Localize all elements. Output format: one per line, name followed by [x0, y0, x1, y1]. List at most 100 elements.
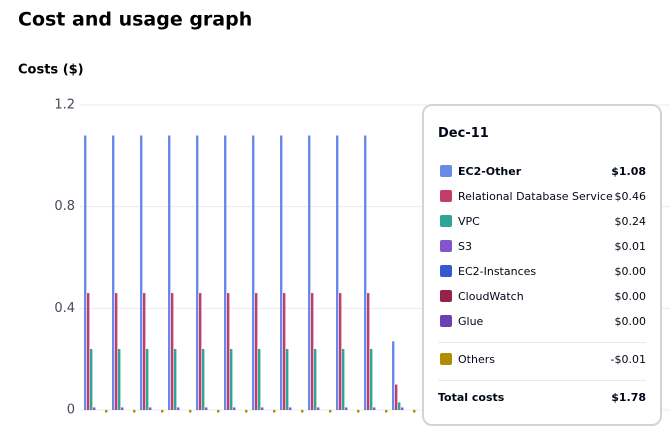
- bar: [345, 407, 348, 410]
- bar: [224, 135, 227, 410]
- bar: [168, 135, 171, 410]
- series-value: $0.00: [614, 265, 647, 278]
- tooltip-row: Relational Database Service $0.46: [438, 190, 646, 215]
- bar: [373, 407, 376, 410]
- bar: [149, 407, 152, 410]
- tooltip-row: EC2-Instances $0.00: [438, 265, 646, 290]
- bar: [196, 135, 199, 410]
- bar: [339, 293, 342, 410]
- series-value: $0.01: [614, 240, 647, 253]
- bar: [115, 293, 118, 410]
- bar: [370, 349, 373, 410]
- bar: [357, 410, 360, 413]
- bar: [143, 293, 146, 410]
- bar: [133, 410, 136, 413]
- series-value: $0.00: [614, 315, 647, 328]
- bar: [93, 407, 96, 410]
- series-name: EC2-Instances: [458, 265, 537, 278]
- swatch: [440, 165, 452, 177]
- total-value: $1.78: [611, 391, 646, 404]
- series-name: Glue: [458, 315, 484, 328]
- bar: [395, 384, 398, 410]
- bar: [84, 135, 87, 410]
- series-value: $1.08: [611, 165, 646, 178]
- bar: [317, 407, 320, 410]
- bar: [283, 293, 286, 410]
- bar: [261, 407, 264, 410]
- bar: [105, 410, 108, 413]
- total-label: Total costs: [438, 391, 505, 404]
- bar: [121, 407, 124, 410]
- swatch: [440, 353, 452, 365]
- series-name: Relational Database Service: [458, 190, 613, 203]
- series-name: S3: [458, 240, 472, 253]
- bar: [233, 407, 236, 410]
- bar: [199, 293, 202, 410]
- series-name: CloudWatch: [458, 290, 524, 303]
- bar: [398, 402, 401, 410]
- bar: [342, 349, 345, 410]
- bar: [286, 349, 289, 410]
- bar: [112, 135, 115, 410]
- chart-title: Cost and usage graph: [18, 9, 252, 31]
- bar: [252, 135, 255, 410]
- bar: [336, 135, 339, 410]
- bar: [392, 341, 395, 410]
- tooltip: Dec-11 EC2-Other $1.08 Relational Database …: [422, 104, 662, 426]
- bar: [413, 410, 416, 413]
- tooltip-row: Glue $0.00: [438, 315, 646, 340]
- bar: [255, 293, 258, 410]
- separator: [438, 380, 646, 381]
- bar: [90, 349, 93, 410]
- bar: [308, 135, 311, 410]
- bar: [177, 407, 180, 410]
- y-axis-title: Costs ($): [18, 63, 84, 78]
- bar: [118, 349, 121, 410]
- total-row: Total costs $1.78: [438, 391, 646, 416]
- bar: [171, 293, 174, 410]
- bar: [289, 407, 292, 410]
- swatch: [440, 215, 452, 227]
- swatch: [440, 190, 452, 202]
- bar: [230, 349, 233, 410]
- bar: [217, 410, 220, 413]
- series-value: -$0.01: [610, 353, 646, 366]
- tooltip-row: EC2-Other $1.08: [438, 165, 646, 190]
- bar: [140, 135, 143, 410]
- swatch: [440, 290, 452, 302]
- series-name: VPC: [458, 215, 480, 228]
- swatch: [440, 240, 452, 252]
- bar: [364, 135, 367, 410]
- bar: [205, 407, 208, 410]
- series-value: $0.24: [614, 215, 647, 228]
- tooltip-row: VPC $0.24: [438, 215, 646, 240]
- tooltip-row: CloudWatch $0.00: [438, 290, 646, 315]
- swatch: [440, 315, 452, 327]
- tooltip-row: S3 $0.01: [438, 240, 646, 265]
- bar: [311, 293, 314, 410]
- tooltip-row: Others -$0.01: [438, 353, 646, 378]
- bar: [174, 349, 177, 410]
- bar: [401, 407, 404, 410]
- separator: [438, 342, 646, 343]
- bar: [161, 410, 164, 413]
- bar: [329, 410, 332, 413]
- bar: [146, 349, 149, 410]
- bar: [314, 349, 317, 410]
- bar: [273, 410, 276, 413]
- bar: [245, 410, 248, 413]
- bar: [301, 410, 304, 413]
- bar: [202, 349, 205, 410]
- tooltip-title: Dec-11: [438, 126, 489, 141]
- swatch: [440, 265, 452, 277]
- series-value: $0.00: [614, 290, 647, 303]
- bar: [87, 293, 90, 410]
- bar: [367, 293, 370, 410]
- bar: [258, 349, 261, 410]
- bar: [227, 293, 230, 410]
- bar: [189, 410, 192, 413]
- y-tick-label: 0.8: [54, 199, 75, 214]
- series-name: Others: [458, 353, 495, 366]
- y-tick-label: 0: [67, 403, 75, 418]
